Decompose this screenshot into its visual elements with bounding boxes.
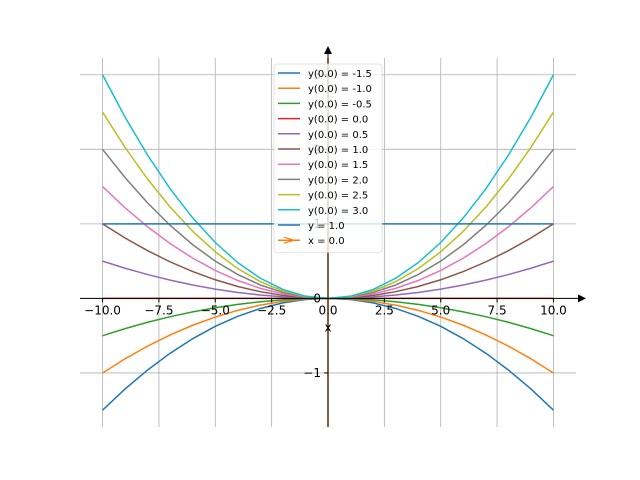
x-tick-label: −5.0 bbox=[201, 303, 230, 317]
legend-label-5: y(0.0) = 1.0 bbox=[308, 145, 368, 156]
legend-label-10: y = 1.0 bbox=[308, 221, 345, 232]
x-tick-label: 7.5 bbox=[488, 303, 507, 317]
x-tick-label: 5.0 bbox=[431, 303, 450, 317]
x-tick-label: −10.0 bbox=[84, 303, 121, 317]
legend-label-4: y(0.0) = 0.5 bbox=[308, 130, 368, 141]
x-axis-arrow bbox=[578, 294, 586, 303]
legend-label-0: y(0.0) = -1.5 bbox=[308, 69, 372, 80]
legend-label-11: x = 0.0 bbox=[308, 236, 345, 247]
legend-label-6: y(0.0) = 1.5 bbox=[308, 160, 368, 171]
legend-label-7: y(0.0) = 2.0 bbox=[308, 175, 368, 186]
x-tick-label: 2.5 bbox=[375, 303, 394, 317]
legend-label-3: y(0.0) = 0.0 bbox=[308, 115, 368, 126]
legend-box bbox=[273, 63, 383, 253]
legend-label-2: y(0.0) = -0.5 bbox=[308, 99, 372, 110]
y-axis-arrow bbox=[324, 46, 332, 54]
x-tick-label: 10.0 bbox=[540, 303, 567, 317]
x-tick-label: −7.5 bbox=[144, 303, 173, 317]
x-axis-label: x bbox=[324, 320, 331, 334]
x-tick-label: −2.5 bbox=[257, 303, 286, 317]
x-tick-label: 0.0 bbox=[318, 303, 337, 317]
legend: y(0.0) = -1.5 y(0.0) = -1.0 y(0.0) = -0.5 y… bbox=[273, 63, 383, 253]
y-tick-label: 0 bbox=[313, 291, 321, 305]
legend-label-9: y(0.0) = 3.0 bbox=[308, 206, 368, 217]
legend-label-8: y(0.0) = 2.5 bbox=[308, 191, 368, 202]
legend-label-1: y(0.0) = -1.0 bbox=[308, 84, 372, 95]
y-tick-label: −1 bbox=[303, 366, 321, 380]
legend-marker-11 bbox=[283, 236, 297, 244]
